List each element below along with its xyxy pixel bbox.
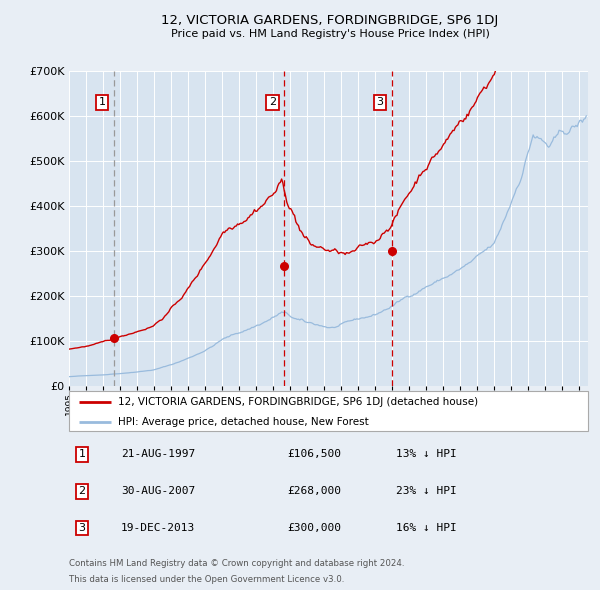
Text: 1: 1 [98,97,106,107]
Text: HPI: Average price, detached house, New Forest: HPI: Average price, detached house, New … [118,417,369,427]
Text: 2: 2 [79,486,86,496]
Text: 3: 3 [376,97,383,107]
Text: 12, VICTORIA GARDENS, FORDINGBRIDGE, SP6 1DJ: 12, VICTORIA GARDENS, FORDINGBRIDGE, SP6… [161,14,499,27]
Text: £268,000: £268,000 [287,486,341,496]
Text: 19-DEC-2013: 19-DEC-2013 [121,523,195,533]
Text: 30-AUG-2007: 30-AUG-2007 [121,486,195,496]
Text: 13% ↓ HPI: 13% ↓ HPI [396,450,457,460]
Text: Contains HM Land Registry data © Crown copyright and database right 2024.: Contains HM Land Registry data © Crown c… [69,559,404,568]
Text: 2: 2 [269,97,276,107]
Text: 12, VICTORIA GARDENS, FORDINGBRIDGE, SP6 1DJ (detached house): 12, VICTORIA GARDENS, FORDINGBRIDGE, SP6… [118,397,478,407]
Text: 23% ↓ HPI: 23% ↓ HPI [396,486,457,496]
Text: 21-AUG-1997: 21-AUG-1997 [121,450,195,460]
Text: £300,000: £300,000 [287,523,341,533]
Text: Price paid vs. HM Land Registry's House Price Index (HPI): Price paid vs. HM Land Registry's House … [170,29,490,38]
Text: 3: 3 [79,523,85,533]
Text: £106,500: £106,500 [287,450,341,460]
Text: 1: 1 [79,450,85,460]
Text: This data is licensed under the Open Government Licence v3.0.: This data is licensed under the Open Gov… [69,575,344,584]
Text: 16% ↓ HPI: 16% ↓ HPI [396,523,457,533]
